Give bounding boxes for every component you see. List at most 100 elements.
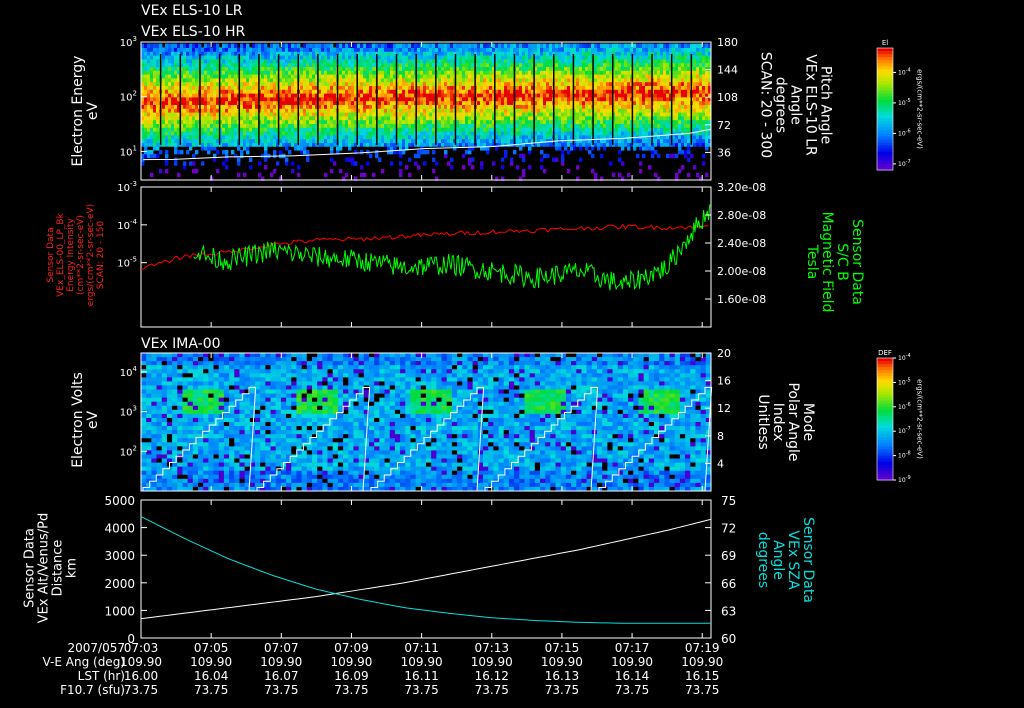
spectrogram-cell	[558, 77, 562, 83]
spectrogram-cell	[444, 149, 448, 155]
spectrogram-cell	[609, 73, 613, 79]
spectrogram-cell	[255, 108, 259, 113]
spectrogram-cell	[174, 115, 178, 121]
spectrogram-cell	[657, 47, 661, 52]
spectrogram-cell	[273, 149, 277, 155]
spectrogram-cell	[555, 73, 559, 79]
spectrogram-cell	[153, 77, 157, 83]
spectrogram-cell	[420, 51, 424, 56]
spectrogram-cell	[507, 62, 511, 67]
spectrogram-cell	[144, 104, 148, 109]
spectrogram-cell	[231, 130, 235, 136]
spectrogram-cell	[480, 130, 484, 136]
spectrogram-cell	[402, 149, 406, 155]
spectrogram-cell	[384, 73, 388, 79]
spectrogram-cell	[426, 149, 430, 155]
spectrogram-cell	[372, 85, 376, 90]
spectrogram-cell	[555, 157, 559, 162]
spectrogram-cell	[348, 58, 352, 64]
spectrogram-cell	[402, 70, 406, 75]
spectrogram-cell	[570, 130, 574, 136]
spectrogram-cell	[321, 66, 325, 71]
spectrogram-cell	[597, 111, 601, 117]
spectrogram-cell	[444, 62, 448, 67]
spectrogram-cell	[177, 108, 181, 113]
spectrogram-cell	[210, 85, 214, 90]
spectrogram-cell	[213, 138, 217, 143]
spectrogram-cell	[456, 130, 460, 136]
spectrogram-cell	[507, 96, 511, 102]
spectrogram-cell	[360, 115, 364, 121]
spectrogram-cell	[279, 104, 283, 109]
spectrogram-cell	[438, 73, 442, 79]
spectrogram-cell	[150, 62, 154, 67]
spectrogram-cell	[555, 47, 559, 52]
spectrogram-cell	[255, 92, 259, 98]
spectrogram-cell	[462, 70, 466, 75]
spectrogram-cell	[240, 62, 244, 67]
spectrogram-cell	[285, 108, 289, 113]
spectrogram-cell	[591, 168, 595, 174]
spectrogram-cell	[435, 108, 439, 113]
spectrogram-cell	[588, 92, 592, 98]
spectrogram-cell	[642, 89, 646, 94]
spectrogram-cell	[585, 66, 589, 71]
spectrogram-cell	[561, 43, 565, 48]
spectrogram-cell	[321, 92, 325, 98]
spectrogram-cell	[231, 96, 235, 102]
spectrogram-cell	[534, 43, 538, 48]
spectrogram-cell	[570, 85, 574, 90]
spectrogram-cell	[606, 127, 610, 132]
spectrogram-cell	[501, 176, 505, 181]
spectrogram-cell	[618, 62, 622, 67]
spectrogram-cell	[663, 43, 667, 48]
spectrogram-cell	[621, 108, 625, 113]
spectrogram-cell	[603, 138, 607, 143]
spectrogram-cell	[465, 51, 469, 56]
spectrogram-cell	[411, 81, 415, 86]
spectrogram-cell	[519, 96, 523, 102]
spectrogram-cell	[618, 96, 622, 102]
spectrogram-cell	[186, 81, 190, 86]
spectrogram-cell	[483, 47, 487, 52]
spectrogram-cell	[612, 89, 616, 94]
spectrogram-cell	[243, 100, 247, 105]
spectrogram-cell	[642, 108, 646, 113]
spectrogram-cell	[249, 134, 253, 140]
spectrogram-cell	[162, 96, 166, 102]
spectrogram-cell	[216, 47, 220, 52]
spectrogram-cell	[264, 89, 268, 94]
spectrogram-cell	[453, 81, 457, 86]
spectrogram-cell	[420, 70, 424, 75]
spectrogram-cell	[642, 96, 646, 102]
spectrogram-cell	[459, 81, 463, 86]
spectrogram-cell	[243, 130, 247, 136]
spectrogram-cell	[510, 108, 514, 113]
spectrogram-cell	[333, 96, 337, 102]
spectrogram-cell	[243, 73, 247, 79]
spectrogram-cell	[312, 104, 316, 109]
spectrogram-cell	[423, 89, 427, 94]
spectrogram-cell	[144, 51, 148, 56]
spectrogram-cell	[459, 134, 463, 140]
spectrogram-cell	[252, 115, 256, 121]
spectrogram-cell	[156, 73, 160, 79]
spectrogram-cell	[303, 96, 307, 102]
spectrogram-cell	[462, 54, 466, 60]
spectrogram-cell	[543, 47, 547, 52]
spectrogram-cell	[147, 92, 151, 98]
spectrogram-cell	[600, 138, 604, 143]
spectrogram-cell	[426, 77, 430, 83]
spectrogram-cell	[567, 123, 571, 128]
spectrogram-cell	[516, 77, 520, 83]
spectrogram-cell	[384, 70, 388, 75]
spectrogram-cell	[618, 127, 622, 132]
spectrogram-cell	[249, 73, 253, 79]
spectrogram-cell	[396, 130, 400, 136]
spectrogram-cell	[225, 47, 229, 52]
spectrogram-cell	[201, 92, 205, 98]
spectrogram-cell	[291, 100, 295, 105]
spectrogram-cell	[249, 54, 253, 60]
spectrogram-cell	[417, 127, 421, 132]
spectrogram-cell	[168, 142, 172, 147]
